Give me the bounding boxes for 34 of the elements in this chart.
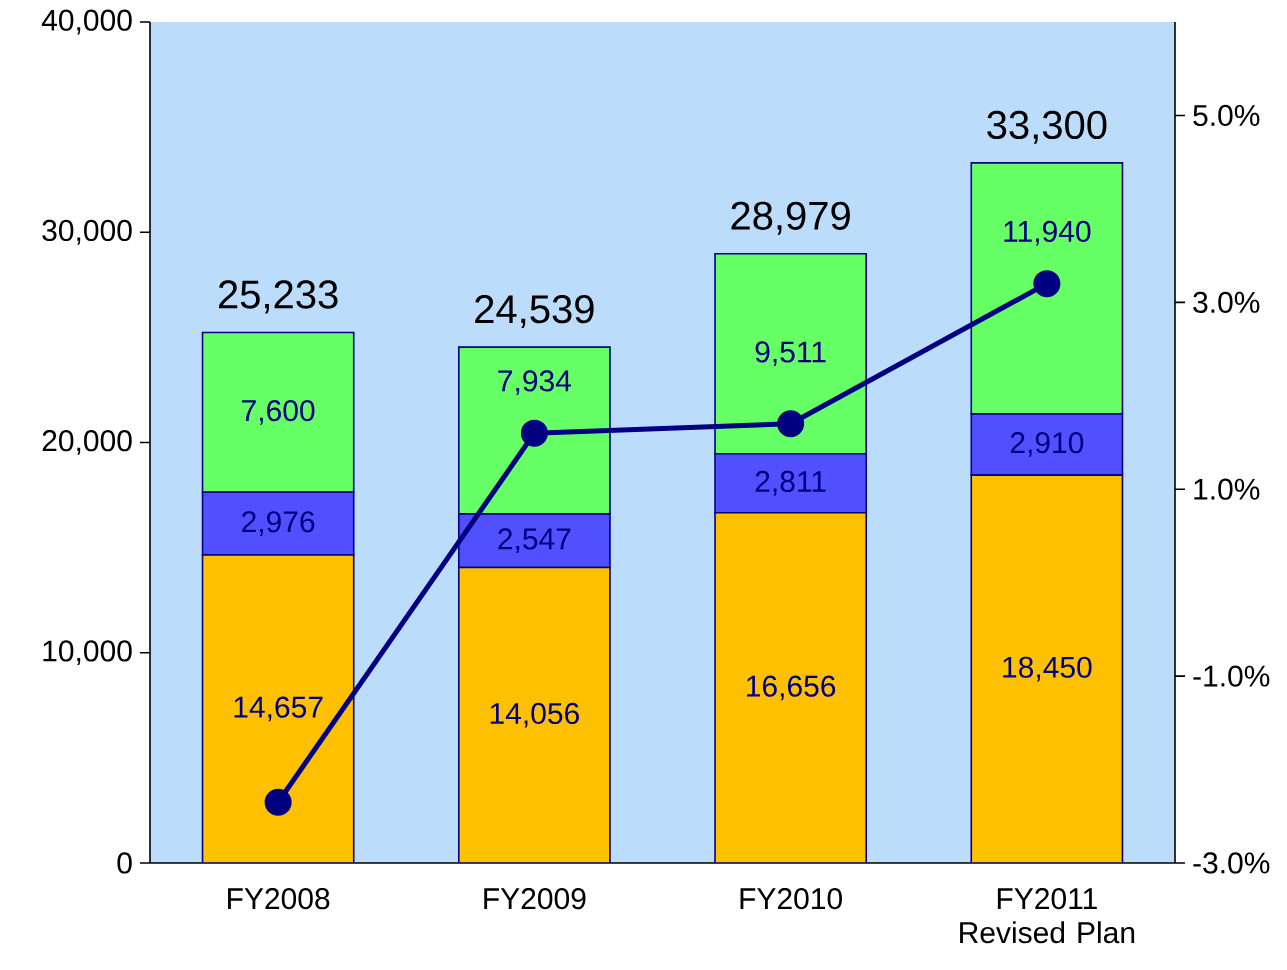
data-label: 7,934 xyxy=(498,370,572,396)
y-tick-label: 10,000 xyxy=(43,640,132,666)
x-tick-label: FY2008 xyxy=(228,888,330,910)
total-label: 25,233 xyxy=(218,280,338,314)
y-tick-label: 0 xyxy=(117,852,132,874)
data-label: 7,600 xyxy=(242,399,315,425)
y-tick-label: 30,000 xyxy=(42,219,132,245)
x-tick-label: FY2010 xyxy=(740,888,842,910)
point xyxy=(777,410,805,438)
x-tick-label: FY2009 xyxy=(484,888,586,910)
data-label: 11,940 xyxy=(1004,220,1091,246)
point xyxy=(264,788,292,816)
data-label: 16,656 xyxy=(747,675,836,701)
x-tick-label: FY2011 Revised Plan xyxy=(960,888,1135,944)
y-tick-label: 20,000 xyxy=(42,430,132,455)
y2-tick-label: 1.0% xyxy=(1194,478,1260,500)
data-label: 18,450 xyxy=(1003,656,1092,682)
data-label: 14,056 xyxy=(490,702,579,728)
total-label: 28,979 xyxy=(731,201,850,235)
data-label: 2,976 xyxy=(242,511,315,536)
y2-tick-label: -1.0% xyxy=(1193,665,1270,687)
data-label: 2,811 xyxy=(755,470,826,496)
point xyxy=(520,419,548,447)
total-label: 33,300 xyxy=(987,110,1107,144)
y2-tick-label: 5.0% xyxy=(1193,104,1260,127)
total-label: 24,539 xyxy=(475,295,594,329)
data-label: 2,547 xyxy=(498,528,571,554)
y2-tick-label: -3.0% xyxy=(1193,852,1270,874)
data-label: 9,511 xyxy=(755,341,826,367)
y2-tick-label: 3.0% xyxy=(1193,291,1260,313)
data-label: 14,657 xyxy=(234,696,323,722)
y-tick-label: 40,000 xyxy=(41,9,132,35)
data-label: 2,910 xyxy=(1010,432,1084,457)
point xyxy=(1033,270,1061,298)
